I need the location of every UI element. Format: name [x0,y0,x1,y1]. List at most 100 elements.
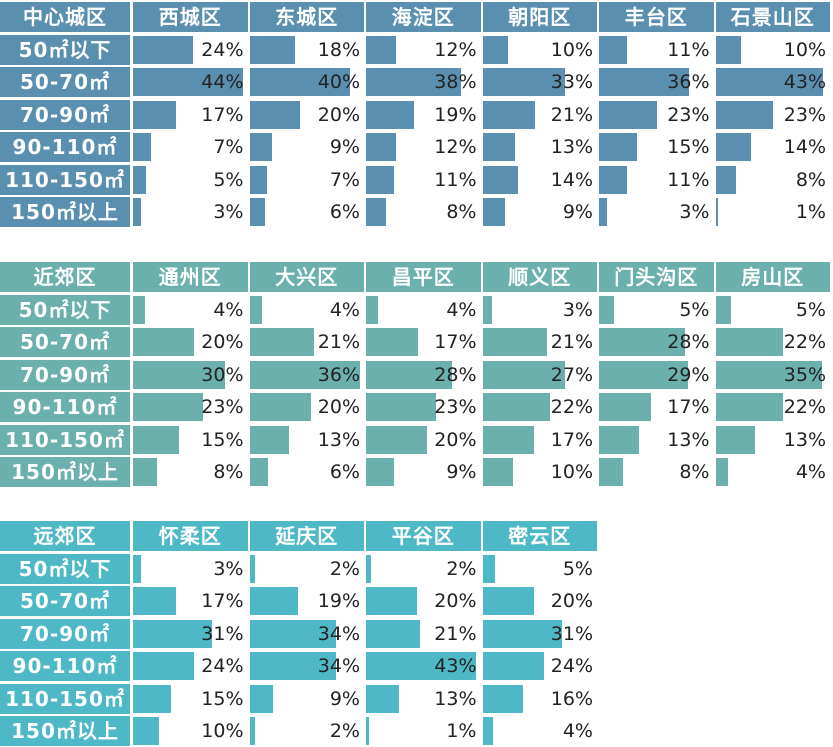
value-label: 35% [783,363,826,386]
value-bar [133,587,177,615]
data-cell: 23% [599,100,714,130]
value-label: 4% [795,461,826,483]
data-cell: 17% [133,586,248,616]
value-label: 23% [783,103,826,126]
data-cell: 5% [133,165,248,195]
value-label: 22% [783,396,826,418]
table-row: 110-150㎡ 15% 9% 13% 16% [0,683,833,714]
value-label: 43% [783,71,826,93]
value-label: 22% [783,331,826,353]
table-row: 110-150㎡ 15% 13% 20% 17% 13% 13% [0,424,833,455]
data-cell: 10% [133,716,248,746]
value-label: 12% [434,38,477,61]
value-bar [366,198,386,226]
value-label: 3% [679,201,710,223]
table-row: 150㎡以上 3% 6% 8% 9% 3% 1% [0,197,833,227]
data-cell: 20% [482,586,598,616]
value-bar [482,360,565,389]
value-bar [366,328,418,356]
column-header: 门头沟区 [599,262,714,292]
value-bar [249,328,314,356]
row-label: 150㎡以上 [0,457,130,487]
value-bar [249,198,265,226]
data-cell: 28% [599,327,714,357]
value-bar [366,587,418,615]
data-cell: 5% [599,295,714,325]
data-cell: 20% [249,100,365,130]
value-label: 14% [783,136,826,158]
data-cell: 1% [366,716,481,746]
data-cell: 2% [249,716,365,746]
value-label: 5% [213,168,244,191]
value-label: 10% [550,38,593,61]
data-cell: 22% [715,392,831,422]
row-label: 110-150㎡ [0,164,130,195]
value-bar [482,328,547,356]
value-bar [715,133,751,161]
value-bar [599,198,607,226]
value-bar [133,360,225,389]
value-bar [482,198,505,226]
data-cell: 8% [599,457,714,487]
value-bar [599,100,657,129]
value-label: 2% [446,557,477,580]
value-label: 2% [329,720,360,742]
value-bar [599,68,689,96]
value-label: 24% [550,655,593,677]
data-cell: 1% [715,197,831,227]
data-cell: 13% [249,425,365,455]
value-label: 10% [783,38,826,61]
data-cell: 11% [599,35,714,65]
value-bar [249,717,255,745]
value-bar [249,458,268,486]
data-cell: 11% [366,165,481,195]
value-label: 23% [201,396,244,418]
table-row: 70-90㎡ 31% 34% 21% 31% [0,618,833,649]
data-cell: 43% [366,651,481,681]
data-cell: 15% [133,684,248,714]
value-label: 15% [201,687,244,710]
value-bar [599,295,615,324]
column-header: 延庆区 [249,521,364,551]
value-bar [482,165,518,194]
value-label: 29% [667,363,710,386]
value-label: 10% [201,720,244,742]
value-bar [366,360,452,389]
row-label: 150㎡以上 [0,716,130,746]
value-bar [133,425,179,454]
value-bar [133,619,213,648]
value-label: 3% [562,298,593,321]
data-cell: 3% [133,197,248,227]
table-row: 70-90㎡ 30% 36% 28% 27% 29% 35% [0,359,833,390]
value-label: 7% [213,136,244,158]
value-bar [249,652,337,680]
column-header: 西城区 [133,2,248,32]
value-label: 34% [317,622,360,645]
table-row: 50-70㎡ 44% 40% 38% 33% 36% 43% [0,67,833,97]
value-label: 3% [213,557,244,580]
value-bar [715,458,728,486]
value-bar [133,165,146,194]
value-label: 8% [679,461,710,483]
value-label: 13% [434,687,477,710]
value-label: 23% [434,396,477,418]
value-label: 1% [446,720,477,742]
column-header: 石景山区 [715,2,830,32]
data-cell: 17% [599,392,714,422]
data-cell: 14% [715,132,831,162]
data-cell: 36% [249,360,365,390]
value-label: 14% [550,168,593,191]
table-row: 110-150㎡ 5% 7% 11% 14% 11% 8% [0,164,833,195]
value-bar [133,68,243,96]
data-cell: 28% [366,360,481,390]
value-bar [366,684,400,713]
value-label: 20% [434,590,477,612]
table-row: 150㎡以上 10% 2% 1% 4% [0,716,833,746]
value-bar [133,393,204,421]
value-label: 8% [446,201,477,223]
data-cell: 6% [249,197,365,227]
value-label: 12% [434,136,477,158]
value-label: 13% [783,428,826,451]
data-cell: 15% [133,425,248,455]
data-cell: 4% [482,716,598,746]
